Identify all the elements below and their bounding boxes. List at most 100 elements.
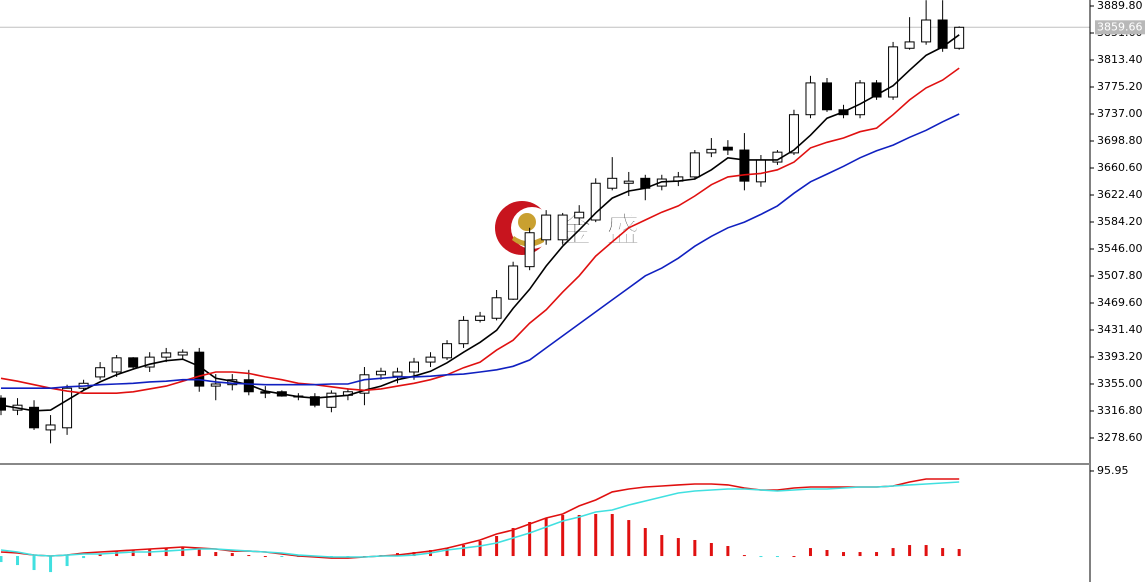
candle-body bbox=[326, 392, 337, 408]
histogram-bar bbox=[676, 538, 680, 557]
candle-body bbox=[359, 374, 370, 394]
histogram-bar bbox=[660, 535, 664, 557]
histogram-bar bbox=[594, 514, 598, 557]
candle-body bbox=[392, 371, 403, 377]
histogram-bar bbox=[65, 556, 69, 567]
candle-body bbox=[210, 383, 221, 387]
histogram-bar bbox=[131, 550, 135, 557]
candle-body bbox=[442, 343, 453, 359]
watermark: 金盛 bbox=[557, 211, 654, 251]
histogram-bar bbox=[561, 514, 565, 557]
candle-body bbox=[855, 82, 866, 116]
y-tick-label: 3737.00 bbox=[1097, 107, 1143, 120]
histogram-bar bbox=[610, 514, 614, 557]
candle-body bbox=[62, 387, 73, 429]
y-tick-label: 3316.80 bbox=[1097, 404, 1143, 417]
histogram-bar bbox=[247, 555, 251, 557]
histogram-bar bbox=[230, 553, 234, 557]
logo-dot bbox=[518, 213, 536, 231]
histogram-bar bbox=[643, 528, 647, 557]
y-tick-label: 3660.60 bbox=[1097, 161, 1143, 174]
candle-body bbox=[755, 159, 766, 183]
candle-body bbox=[623, 180, 634, 184]
y-tick-label: 3355.00 bbox=[1097, 377, 1143, 390]
candle-body bbox=[871, 82, 882, 98]
histogram-bar bbox=[478, 541, 482, 557]
y-tick-label: 3698.80 bbox=[1097, 134, 1143, 147]
histogram-bar bbox=[214, 552, 218, 557]
line-series bbox=[0, 481, 960, 558]
histogram-bar bbox=[495, 535, 499, 557]
histogram-bar bbox=[924, 545, 928, 557]
candle-body bbox=[111, 357, 122, 373]
candle-body bbox=[475, 315, 486, 321]
histogram-bar bbox=[693, 539, 697, 557]
candle-body bbox=[822, 82, 832, 111]
histogram-bar bbox=[875, 552, 879, 557]
line-series bbox=[0, 67, 960, 394]
candle-body bbox=[491, 297, 502, 319]
candle-body bbox=[739, 149, 750, 182]
line-series bbox=[0, 34, 960, 412]
candle-body bbox=[888, 46, 899, 98]
histogram-bar bbox=[825, 550, 829, 557]
histogram-bar bbox=[528, 521, 532, 557]
candle-body bbox=[557, 214, 568, 241]
histogram-bar bbox=[908, 545, 912, 557]
histogram-bar bbox=[197, 549, 201, 557]
y-tick-label: 3278.60 bbox=[1097, 431, 1143, 444]
y-tick-label: 3584.20 bbox=[1097, 215, 1143, 228]
candle-body bbox=[904, 41, 915, 49]
y-tick-label: 3507.80 bbox=[1097, 269, 1143, 282]
histogram-bar bbox=[627, 520, 631, 557]
candle-body bbox=[309, 396, 320, 406]
candle-body bbox=[45, 424, 56, 431]
y-tick-label: 95.95 bbox=[1097, 464, 1129, 477]
candle-body bbox=[937, 19, 948, 49]
candle-body bbox=[29, 406, 40, 429]
last-price-label: 3859.66 bbox=[1097, 20, 1143, 33]
last-price-box bbox=[1095, 20, 1145, 35]
histogram-bar bbox=[16, 556, 20, 566]
histogram-bar bbox=[742, 555, 746, 557]
histogram-bar bbox=[462, 545, 466, 557]
candle-body bbox=[128, 357, 139, 368]
y-tick-label: 3393.20 bbox=[1097, 350, 1143, 363]
histogram-bar bbox=[511, 528, 515, 557]
candle-body bbox=[425, 356, 436, 363]
histogram-bar bbox=[709, 543, 713, 557]
candle-body bbox=[375, 370, 386, 376]
candle-body bbox=[95, 367, 106, 378]
candle-body bbox=[0, 397, 6, 411]
histogram-bar bbox=[858, 552, 862, 557]
histogram-bar bbox=[726, 546, 730, 557]
y-tick-label: 3431.40 bbox=[1097, 323, 1143, 336]
y-tick-label: 3775.20 bbox=[1097, 80, 1143, 93]
histogram-bar bbox=[792, 556, 796, 558]
histogram-bar bbox=[263, 556, 267, 558]
line-series bbox=[1, 113, 960, 389]
candle-body bbox=[541, 214, 552, 241]
histogram-bar bbox=[98, 553, 102, 557]
candle-body bbox=[161, 352, 172, 358]
histogram-bar bbox=[181, 546, 185, 557]
histogram-bar bbox=[891, 548, 895, 557]
candle-body bbox=[177, 351, 188, 356]
histogram-bar bbox=[957, 549, 961, 557]
y-tick-label: 3469.60 bbox=[1097, 296, 1143, 309]
histogram-bar bbox=[164, 548, 168, 557]
histogram-bar bbox=[842, 552, 846, 557]
y-tick-label: 3813.40 bbox=[1097, 53, 1143, 66]
candle-body bbox=[458, 319, 469, 345]
histogram-bar bbox=[544, 518, 548, 557]
histogram-bar bbox=[941, 548, 945, 557]
histogram-bar bbox=[412, 552, 416, 557]
histogram-bar bbox=[808, 548, 812, 557]
candle-body bbox=[788, 114, 799, 154]
y-tick-label: 3889.80 bbox=[1097, 0, 1143, 12]
candle-body bbox=[508, 265, 519, 300]
histogram-bar bbox=[445, 548, 449, 557]
histogram-bar bbox=[49, 556, 53, 573]
